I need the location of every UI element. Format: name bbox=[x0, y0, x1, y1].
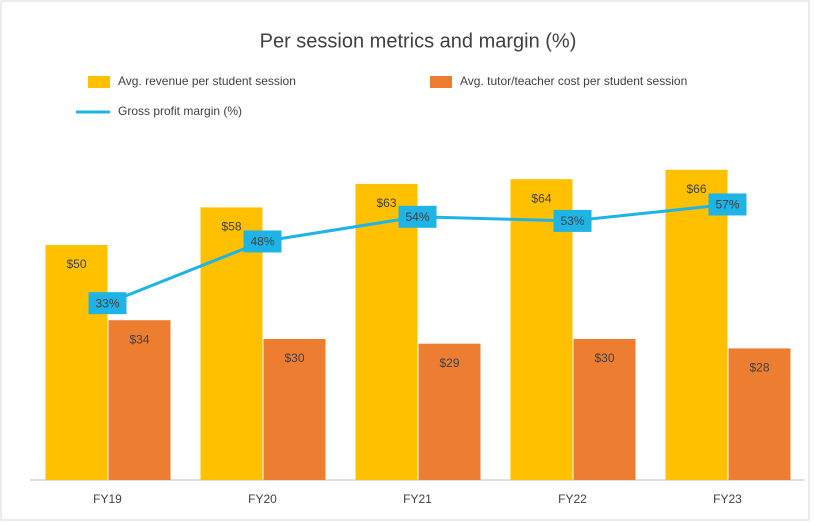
data-label-box bbox=[708, 193, 747, 216]
data-label: 48% bbox=[250, 235, 274, 249]
bar bbox=[355, 183, 418, 480]
data-label: $64 bbox=[531, 191, 551, 205]
bar bbox=[728, 348, 791, 480]
data-label: $29 bbox=[439, 356, 459, 370]
data-label-box bbox=[88, 292, 127, 315]
data-label: 57% bbox=[715, 198, 739, 212]
data-label: $34 bbox=[129, 332, 149, 346]
data-label: $63 bbox=[376, 196, 396, 210]
data-label: 53% bbox=[560, 214, 584, 228]
data-label: 54% bbox=[405, 210, 429, 224]
x-tick-label: FY22 bbox=[558, 492, 587, 506]
data-label: 33% bbox=[95, 296, 119, 310]
data-label: $30 bbox=[594, 351, 614, 365]
data-label: $66 bbox=[686, 182, 706, 196]
bar bbox=[573, 339, 636, 480]
data-label: $50 bbox=[66, 257, 86, 271]
legend-label: Avg. tutor/teacher cost per student sess… bbox=[460, 74, 687, 88]
legend-label: Avg. revenue per student session bbox=[118, 74, 296, 88]
x-tick-label: FY19 bbox=[93, 492, 122, 506]
data-label-box bbox=[553, 209, 592, 232]
data-label: $58 bbox=[221, 220, 241, 234]
data-label-box bbox=[398, 205, 437, 228]
bar bbox=[45, 245, 108, 480]
legend-label: Gross profit margin (%) bbox=[118, 104, 242, 118]
bar bbox=[263, 339, 326, 480]
legend-swatch bbox=[430, 76, 452, 88]
x-tick-label: FY21 bbox=[403, 492, 432, 506]
x-tick-label: FY20 bbox=[248, 492, 277, 506]
data-label-box bbox=[243, 230, 282, 253]
bar bbox=[108, 320, 171, 480]
legend-swatch bbox=[88, 76, 110, 88]
chart-title: Per session metrics and margin (%) bbox=[260, 30, 577, 52]
data-label: $30 bbox=[284, 351, 304, 365]
x-tick-label: FY23 bbox=[713, 492, 742, 506]
bar bbox=[665, 169, 728, 481]
bar bbox=[418, 343, 481, 480]
data-label: $28 bbox=[749, 361, 769, 375]
